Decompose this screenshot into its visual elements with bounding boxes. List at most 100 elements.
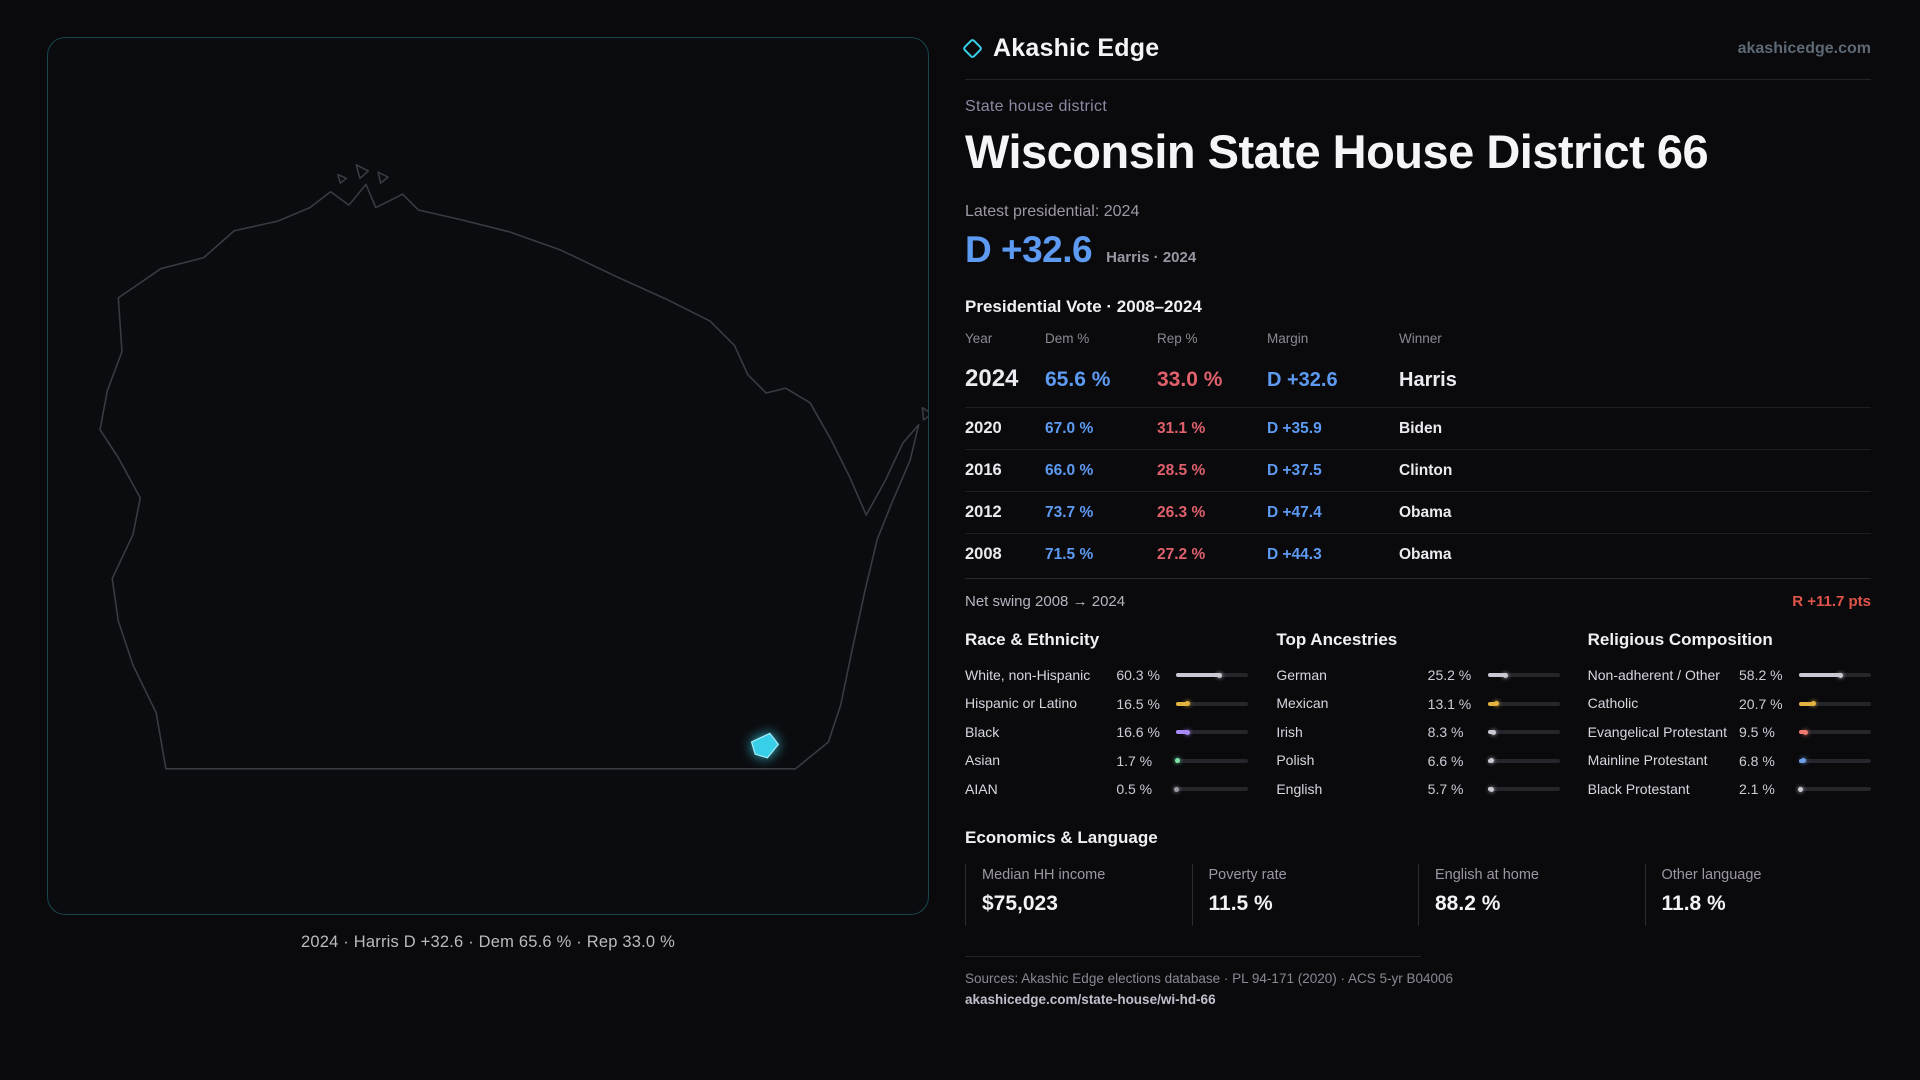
demo-label: Catholic <box>1587 695 1639 711</box>
stat-poverty-rate: Poverty rate 11.5 % <box>1191 863 1419 926</box>
margin-cell: D +35.9 <box>1267 420 1322 437</box>
brand[interactable]: Akashic Edge <box>961 34 1159 63</box>
ancestries-title: Top Ancestries <box>1276 630 1398 649</box>
ancestries-column: Top Ancestries German 25.2 % Mexican 13.… <box>1276 630 1560 804</box>
col-year: Year <box>965 331 993 346</box>
demo-value: 6.8 % <box>1739 752 1775 769</box>
dem-cell: 73.7 % <box>1045 504 1094 521</box>
demo-bar <box>1487 729 1560 735</box>
year-cell: 2008 <box>965 545 1002 563</box>
stat-label: English at home <box>1435 866 1539 883</box>
wisconsin-outline <box>99 183 920 770</box>
site-link[interactable]: akashicedge.com <box>1737 39 1871 57</box>
demo-value: 8.3 % <box>1427 724 1464 741</box>
stat-label: Poverty rate <box>1208 866 1287 883</box>
demo-label: AIAN <box>965 780 998 797</box>
page-title: Wisconsin State House District 66 <box>965 125 1709 178</box>
demo-bar <box>1487 672 1560 678</box>
demo-bar <box>1799 701 1871 707</box>
map-caption: 2024 · Harris D +32.6 · Dem 65.6 % · Rep… <box>301 933 675 951</box>
demo-value: 5.7 % <box>1427 781 1464 798</box>
demo-label: English <box>1276 780 1323 797</box>
demo-bar <box>1799 672 1871 678</box>
map-column: 2024 · Harris D +32.6 · Dem 65.6 % · Rep… <box>0 0 929 1080</box>
stat-value: 11.5 % <box>1208 891 1273 915</box>
winner-cell: Obama <box>1399 504 1452 521</box>
demo-bar <box>1174 758 1249 764</box>
race-ethnicity-title: Race & Ethnicity <box>965 630 1100 649</box>
demo-bar <box>1487 701 1560 707</box>
demo-bar <box>1797 786 1871 792</box>
demo-item: Polish 6.6 % <box>1276 747 1560 776</box>
washington-island-icon <box>921 406 928 421</box>
margin-cell: D +37.5 <box>1267 462 1322 479</box>
brand-diamond-icon <box>961 37 984 60</box>
demo-item: AIAN 0.5 % <box>965 775 1249 804</box>
demo-label: Mexican <box>1276 695 1329 711</box>
stat-label: Other language <box>1661 866 1762 883</box>
demo-value: 16.5 % <box>1116 695 1160 712</box>
vote-row-2012: 2012 73.7 % 26.3 % D +47.4 Obama <box>965 491 1871 533</box>
margin-cell: D +32.6 <box>1267 369 1338 391</box>
headline-margin-value: D +32.6 <box>965 229 1093 270</box>
demo-label: Hispanic or Latino <box>965 695 1078 711</box>
demo-value: 60.3 % <box>1116 667 1160 684</box>
year-cell: 2016 <box>965 461 1002 479</box>
demo-value: 20.7 % <box>1739 695 1783 712</box>
demo-value: 13.1 % <box>1427 695 1472 712</box>
demo-bar <box>1176 729 1249 735</box>
apostle-islands-icon <box>337 164 389 184</box>
demo-item: Black 16.6 % <box>965 718 1249 747</box>
demo-label: White, non-Hispanic <box>965 666 1091 683</box>
stat-value: 11.8 % <box>1661 891 1726 915</box>
winner-cell: Obama <box>1399 546 1452 563</box>
col-margin: Margin <box>1267 331 1309 346</box>
religion-column: Religious Composition Non-adherent / Oth… <box>1588 630 1871 804</box>
economics-title: Economics & Language <box>965 827 1158 847</box>
dem-cell: 65.6 % <box>1045 368 1111 391</box>
dem-cell: 67.0 % <box>1045 420 1094 437</box>
stat-value: 88.2 % <box>1435 891 1501 915</box>
demo-label: Non-adherent / Other <box>1587 666 1720 683</box>
demo-bar <box>1799 729 1871 735</box>
headline-margin-note: Harris · 2024 <box>1106 249 1197 266</box>
demo-item: English 5.7 % <box>1276 775 1560 804</box>
permalink[interactable]: akashicedge.com/state-house/wi-hd-66 <box>965 991 1216 1007</box>
demo-label: German <box>1276 666 1327 683</box>
col-rep: Rep % <box>1157 331 1198 346</box>
demo-label: Black Protestant <box>1587 780 1690 797</box>
demo-item: Mainline Protestant 6.8 % <box>1588 747 1871 776</box>
rep-cell: 27.2 % <box>1157 546 1206 563</box>
demo-item: Non-adherent / Other 58.2 % <box>1588 661 1871 690</box>
district-66-marker[interactable] <box>750 732 780 759</box>
winner-cell: Biden <box>1399 420 1443 437</box>
stat-label: Median HH income <box>982 866 1106 883</box>
demo-item: Catholic 20.7 % <box>1588 690 1871 719</box>
rep-cell: 33.0 % <box>1157 368 1223 391</box>
demo-item: White, non-Hispanic 60.3 % <box>965 661 1249 690</box>
vote-table-header: Year Dem % Rep % Margin Winner <box>965 331 1871 355</box>
demo-item: Hispanic or Latino 16.5 % <box>965 690 1249 719</box>
demo-label: Evangelical Protestant <box>1587 723 1727 740</box>
dem-cell: 71.5 % <box>1045 546 1094 563</box>
headline-margin-block: D +32.6 Harris · 2024 <box>965 229 1871 271</box>
stat-other-language: Other language 11.8 % <box>1644 863 1872 926</box>
demo-label: Irish <box>1276 723 1303 740</box>
vote-table-title: Presidential Vote · 2008–2024 <box>965 297 1202 316</box>
district-report: Akashic Edge akashicedge.com State house… <box>929 0 1920 1080</box>
demo-bar <box>1176 701 1249 707</box>
demo-label: Asian <box>965 752 1001 768</box>
demo-value: 6.6 % <box>1427 752 1464 769</box>
demo-value: 58.2 % <box>1739 667 1783 684</box>
winner-cell: Clinton <box>1399 462 1453 479</box>
rep-cell: 26.3 % <box>1157 504 1206 521</box>
year-cell: 2024 <box>965 365 1019 392</box>
winner-cell: Harris <box>1399 369 1457 391</box>
demo-label: Mainline Protestant <box>1587 752 1708 768</box>
col-dem: Dem % <box>1045 331 1090 346</box>
wisconsin-map <box>99 164 928 770</box>
demo-value: 9.5 % <box>1739 724 1775 741</box>
demo-value: 1.7 % <box>1116 752 1153 769</box>
stat-value: $75,023 <box>982 891 1058 915</box>
dem-cell: 66.0 % <box>1045 462 1094 479</box>
